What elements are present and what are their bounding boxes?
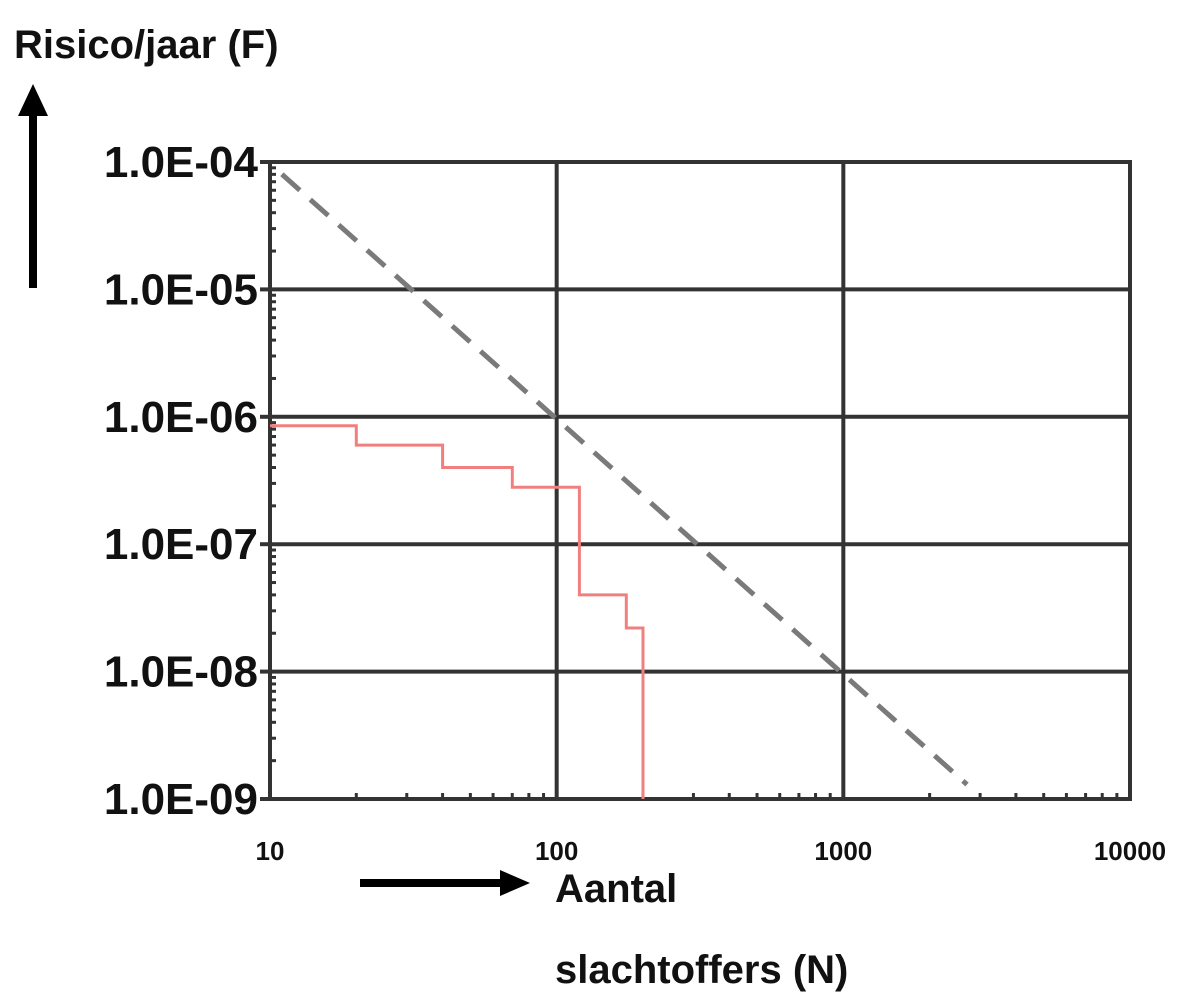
y-tick-label: 1.0E-06: [104, 393, 258, 442]
x-tick-label: 100: [535, 836, 578, 866]
y-tick-label: 1.0E-08: [104, 648, 258, 697]
y-tick-label: 1.0E-07: [104, 520, 258, 569]
y-axis-label: Risico/jaar (F): [14, 23, 279, 67]
series-line-dashed: [280, 172, 969, 787]
x-axis-label-line1: Aantal: [555, 867, 677, 911]
series-line-step: [270, 424, 645, 799]
x-axis-label-line2: slachtoffers (N): [555, 948, 848, 992]
y-tick-label: 1.0E-09: [104, 775, 258, 824]
y-tick-labels: 1.0E-04 1.0E-05 1.0E-06 1.0E-07 1.0E-08 1.0E-…: [104, 138, 259, 824]
x-tick-label: 10: [256, 836, 285, 866]
plot-frame: [268, 160, 1132, 801]
x-axis-arrow: [360, 870, 530, 896]
plot-area: [260, 160, 1132, 801]
x-tick-label: 10000: [1094, 836, 1166, 866]
x-tick-label: 1000: [814, 836, 872, 866]
y-tick-label: 1.0E-04: [104, 138, 259, 187]
y-axis-arrow: [18, 84, 48, 288]
x-tick-labels: 10 100 1000 10000: [256, 836, 1167, 866]
y-tick-label: 1.0E-05: [104, 265, 258, 314]
